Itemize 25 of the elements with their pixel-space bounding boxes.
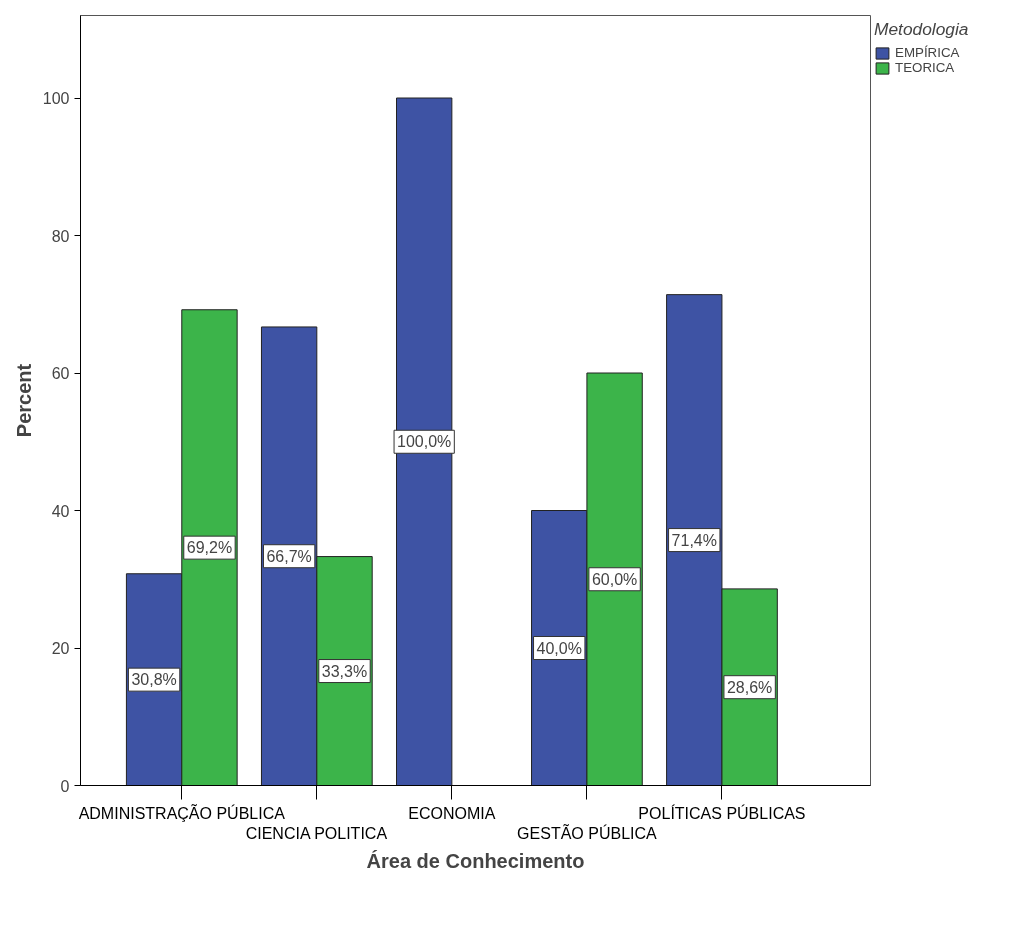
data-label: 100,0% <box>397 433 452 451</box>
x-tick-label: POLÍTICAS PÚBLICAS <box>638 803 806 822</box>
x-tick-label: ADMINISTRAÇÃO PÚBLICA <box>78 802 286 822</box>
y-tick-label: 40 <box>51 502 70 520</box>
legend-title: Metodologia <box>874 19 969 40</box>
y-tick-label: 0 <box>60 777 70 795</box>
x-tick-label: ECONOMIA <box>408 804 496 822</box>
x-axis-title: Área de Conhecimento <box>366 849 585 872</box>
x-tick-label: CIENCIA POLITICA <box>245 824 388 842</box>
y-tick-label: 100 <box>42 90 70 107</box>
data-label: 60,0% <box>591 570 638 588</box>
data-label: 40,0% <box>536 639 582 657</box>
y-axis-title: Percent <box>12 363 35 438</box>
data-label: 66,7% <box>266 547 312 565</box>
y-tick-label: 20 <box>51 640 70 657</box>
data-label: 30,8% <box>131 671 177 689</box>
y-tick-label: 80 <box>51 227 70 245</box>
y-tick-label: 60 <box>51 365 70 382</box>
data-label: 69,2% <box>186 539 233 557</box>
legend-label: EMPÍRICA <box>895 45 960 60</box>
x-tick-label: GESTÃO PÚBLICA <box>517 822 658 842</box>
legend-label: TEORICA <box>895 60 955 75</box>
data-label: 71,4% <box>671 531 717 549</box>
data-label: 28,6% <box>726 678 773 696</box>
data-label: 33,3% <box>321 662 368 680</box>
